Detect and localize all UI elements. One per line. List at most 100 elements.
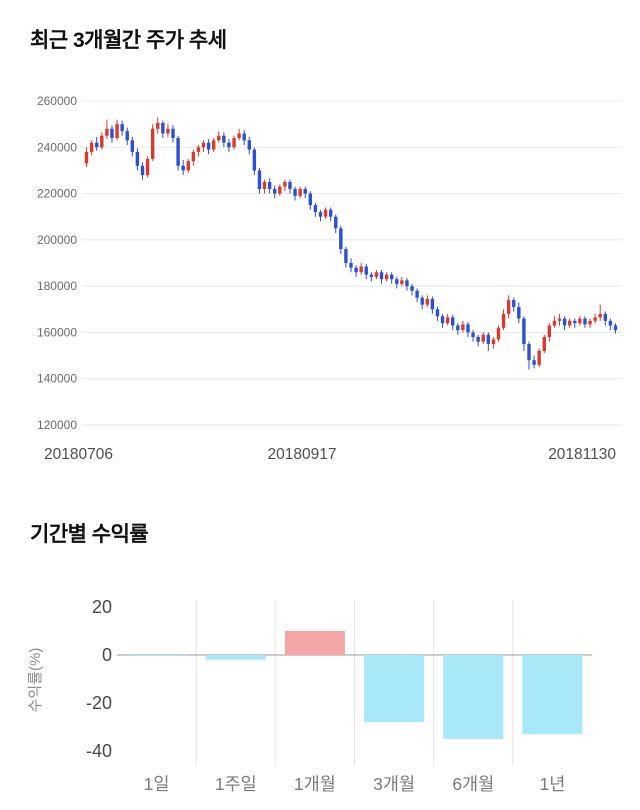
candle-body: [181, 165, 185, 171]
candle-body: [293, 188, 297, 196]
candle-body: [89, 142, 94, 152]
y-tick-label: 160000: [37, 325, 77, 339]
y-tick-label: 260000: [37, 94, 77, 108]
price-candlestick-chart: 260000 240000 220000 200000 180000 160000 1400…: [37, 94, 622, 463]
y-tick-label: -40: [86, 741, 112, 761]
category-label: 1개월: [294, 774, 336, 794]
return-bar: [443, 655, 504, 739]
category-label: 1주일: [215, 774, 257, 794]
candle-body: [547, 325, 552, 338]
candle-body: [496, 327, 501, 340]
y-tick-label: 180000: [37, 279, 77, 293]
returns-chart-title: 기간별 수익률: [30, 523, 149, 546]
candle-body: [303, 188, 307, 194]
y-tick-label: 140000: [37, 372, 77, 386]
candle-body: [613, 325, 618, 331]
candle-body: [166, 128, 170, 134]
candle-body: [522, 318, 526, 344]
candle-body: [435, 309, 440, 317]
y-axis-title: 수익률(%): [27, 648, 44, 713]
candle-body: [395, 279, 399, 284]
candle-body: [323, 209, 328, 217]
candle-body: [298, 188, 302, 196]
category-label: 1일: [144, 774, 170, 794]
candle-body: [593, 317, 597, 321]
category-label: 1년: [539, 774, 565, 794]
candle-body: [339, 228, 343, 250]
candle-body: [135, 151, 140, 166]
candle-body: [369, 274, 374, 277]
candle-body: [425, 298, 429, 305]
category-label: 3개월: [373, 774, 415, 794]
y-tick-label: -20: [86, 693, 112, 713]
candle-body: [140, 165, 145, 176]
candle-body: [150, 128, 155, 159]
return-bar: [522, 655, 583, 735]
candle-body: [430, 298, 435, 310]
x-tick-label: 20180917: [268, 446, 337, 463]
candle-body: [379, 272, 384, 280]
candle-body: [278, 186, 282, 194]
y-tick-label: 240000: [37, 140, 77, 154]
return-bar: [126, 655, 187, 656]
return-bar: [364, 655, 425, 723]
candle-body: [562, 318, 567, 326]
candle-body: [186, 161, 190, 171]
candle-body: [191, 151, 196, 162]
candle-body: [552, 320, 557, 326]
candle-body: [506, 300, 511, 314]
candle-body: [466, 324, 470, 333]
candle-body: [405, 280, 409, 287]
candle-body: [588, 320, 592, 325]
candle-body: [120, 124, 124, 132]
candle-body: [252, 149, 257, 171]
candle-body: [125, 131, 129, 141]
candle-body: [176, 138, 180, 166]
candle-wick: [370, 272, 372, 282]
candle-body: [415, 290, 419, 298]
candle-body: [267, 182, 272, 189]
candle-body: [308, 193, 313, 206]
candle-body: [232, 138, 236, 148]
candle-body: [445, 317, 450, 324]
candle-body: [95, 142, 99, 148]
candle-body: [573, 320, 577, 324]
candle-body: [247, 140, 251, 150]
candle-body: [583, 318, 587, 325]
x-tick-label: 20180706: [44, 446, 113, 463]
candle-body: [201, 142, 206, 148]
candle-body: [517, 306, 521, 319]
y-tick-label: 0: [102, 645, 112, 665]
candle-body: [237, 133, 241, 139]
candle-body: [257, 170, 262, 189]
candle-body: [578, 318, 582, 324]
candle-body: [532, 360, 536, 365]
candle-body: [115, 124, 119, 139]
candle-body: [227, 142, 231, 148]
candle-body: [283, 182, 287, 187]
candle-body: [318, 212, 323, 217]
returns-bar-chart: 20 0 -20 -40 1일 1주일 1개월 3개월 6개월 1년 수익률(%): [27, 597, 592, 794]
candle-body: [557, 318, 562, 321]
candle-body: [389, 274, 394, 280]
candle-body: [481, 334, 485, 342]
candle-wick: [599, 304, 601, 321]
candle-body: [537, 350, 541, 365]
y-tick-label: 120000: [37, 418, 77, 432]
candle-body: [410, 286, 414, 291]
price-chart-title: 최근 3개월간 주가 추세: [30, 29, 227, 52]
candle-body: [211, 140, 216, 150]
candle-body: [273, 188, 277, 194]
candle-body: [222, 135, 226, 143]
candle-body: [440, 316, 445, 324]
candle-body: [242, 133, 246, 141]
candle-body: [374, 272, 379, 277]
candle-body: [349, 263, 353, 268]
candle-body: [130, 140, 135, 152]
candle-body: [461, 324, 465, 331]
candle-body: [364, 266, 368, 275]
candle-body: [145, 158, 150, 176]
candle-body: [471, 332, 475, 338]
candle-body: [359, 266, 363, 273]
candle-body: [313, 205, 318, 213]
